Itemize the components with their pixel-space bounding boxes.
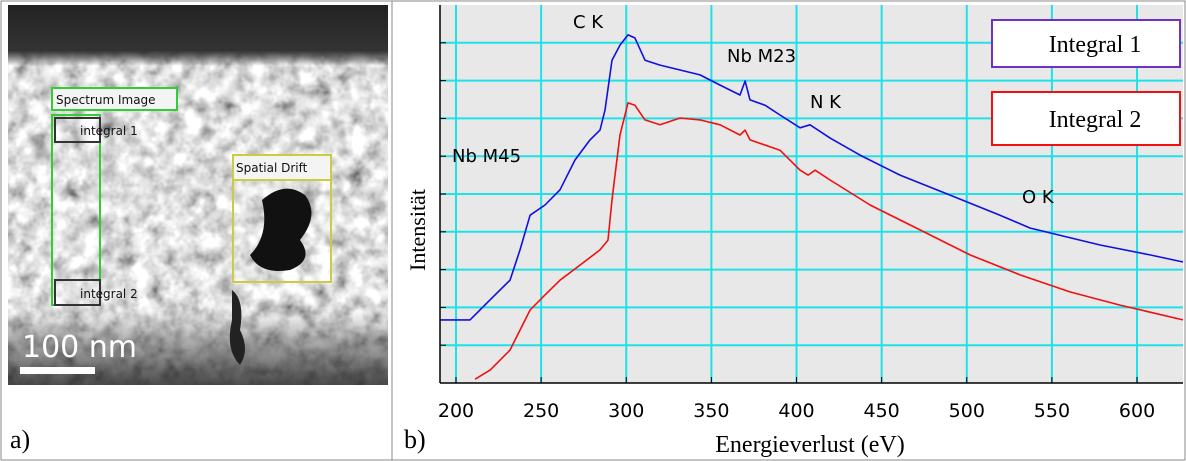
scale-bar — [20, 367, 95, 374]
x-tick-label: 200 — [438, 400, 474, 422]
image-shade — [8, 5, 388, 385]
region-label-box — [51, 87, 178, 111]
x-tick-label: 300 — [608, 400, 644, 422]
region-label: Spectrum Image — [56, 93, 156, 107]
panel-label: b) — [404, 425, 426, 454]
annotation: Nb M23 — [727, 46, 796, 67]
void — [250, 188, 312, 271]
x-tick-label: 400 — [778, 400, 814, 422]
void — [229, 290, 245, 365]
lines — [440, 34, 1184, 380]
region-label: integral 1 — [80, 124, 138, 138]
grid — [440, 5, 1183, 383]
region-label-box — [232, 154, 332, 181]
region-label: integral 2 — [80, 287, 138, 301]
annotation: C K — [573, 12, 604, 33]
integral-box — [54, 117, 101, 143]
x-tick-label: 550 — [1034, 400, 1070, 422]
annotation: N K — [810, 92, 842, 113]
legend-box — [991, 91, 1181, 146]
integral-box — [54, 279, 101, 306]
x-tick-label: 450 — [864, 400, 900, 422]
y-axis-title: Intensität — [405, 189, 430, 271]
annotation: Nb M45 — [452, 146, 521, 167]
series-line — [474, 102, 1184, 380]
x-tick-label: 350 — [693, 400, 729, 422]
region-label: Spatial Drift — [236, 161, 308, 175]
series-line — [440, 34, 1184, 321]
x-tick-labels: 200 250 300 350 400 450 500 550 600 — [438, 400, 1155, 422]
scale-bar-label: 100 nm — [22, 330, 137, 365]
x-tick-label: 500 — [949, 400, 985, 422]
x-tick-label: 600 — [1119, 400, 1155, 422]
legend-entry: Integral 1 — [1049, 32, 1142, 58]
x-tick-label: 250 — [523, 400, 559, 422]
legend-box — [991, 19, 1181, 68]
legend-entry: Integral 2 — [1049, 107, 1142, 133]
annotation: O K — [1022, 187, 1055, 208]
x-axis-title: Energieverlust (eV) — [715, 432, 904, 458]
panel-label: a) — [10, 425, 30, 454]
micrograph: Spectrum Image integral 1 integral 2 Spa… — [8, 5, 388, 385]
